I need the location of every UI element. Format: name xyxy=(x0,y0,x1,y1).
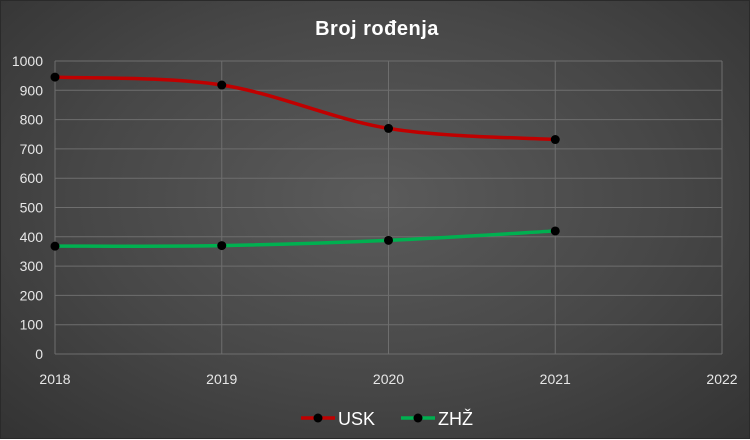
data-point xyxy=(550,226,560,236)
x-tick-label: 2018 xyxy=(39,371,70,387)
y-tick-label: 200 xyxy=(20,287,44,303)
y-tick-label: 300 xyxy=(20,258,44,274)
series-lines xyxy=(53,75,557,248)
x-tick-label: 2021 xyxy=(540,371,571,387)
legend-marker xyxy=(313,413,323,423)
y-tick-label: 500 xyxy=(20,200,44,216)
y-tick-label: 0 xyxy=(35,346,43,362)
x-tick-label: 2022 xyxy=(706,371,737,387)
chart-title: Broj rođenja xyxy=(315,18,439,40)
data-point xyxy=(384,235,393,245)
y-tick-label: 700 xyxy=(20,141,44,157)
y-tick-label: 900 xyxy=(20,82,44,98)
data-point xyxy=(217,80,227,90)
y-tick-label: 400 xyxy=(20,229,44,245)
series-markers xyxy=(50,72,560,251)
x-tick-label: 2020 xyxy=(373,371,404,387)
legend-label: USK xyxy=(338,409,375,429)
x-axis-ticks: 2018 2019 2020 2021 2022 xyxy=(39,371,737,387)
y-axis-ticks: 0 100 200 300 400 500 600 700 800 900 1000 xyxy=(12,53,43,362)
data-point xyxy=(50,241,60,251)
series-line-usk xyxy=(53,75,557,142)
legend: USK ZHŽ xyxy=(301,409,473,429)
legend-marker xyxy=(413,413,423,423)
y-tick-label: 800 xyxy=(20,112,44,128)
data-point xyxy=(550,135,560,145)
series-line-zhž xyxy=(53,229,557,248)
x-tick-label: 2019 xyxy=(206,371,237,387)
y-tick-label: 600 xyxy=(20,170,44,186)
data-point xyxy=(217,241,227,251)
gridlines xyxy=(54,60,723,355)
data-point xyxy=(384,123,393,133)
y-tick-label: 100 xyxy=(20,317,44,333)
y-tick-label: 1000 xyxy=(12,53,43,69)
legend-label: ZHŽ xyxy=(438,409,473,429)
data-point xyxy=(50,72,60,82)
